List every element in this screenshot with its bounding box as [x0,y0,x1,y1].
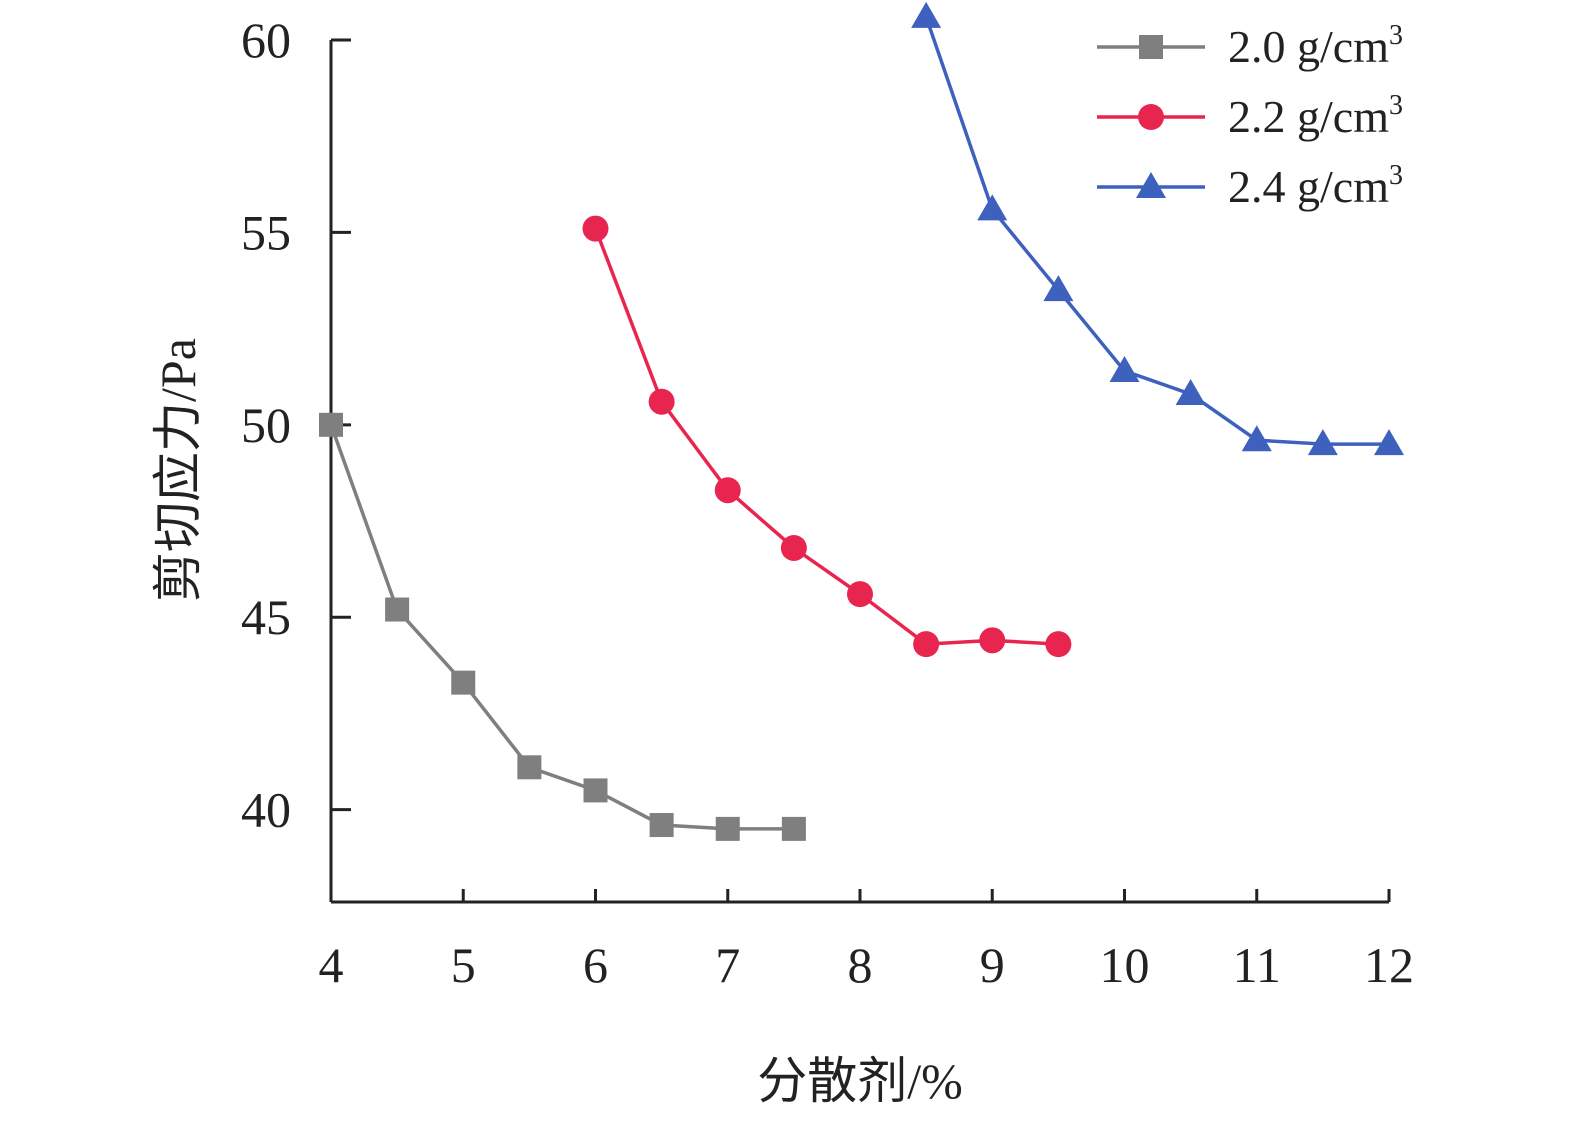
legend-label: 2.2 g/cm3 [1228,90,1403,142]
data-point [715,816,740,841]
legend-entry: 2.0 g/cm3 [1097,20,1403,72]
y-axis-title: 剪切应力/Pa [150,338,206,602]
data-point [781,816,806,841]
legend-marker [1139,35,1163,59]
data-point [977,194,1008,221]
data-point [913,631,940,658]
series-square [319,412,806,841]
x-tick-label: 10 [1100,937,1150,993]
series-layer [319,1,1404,841]
data-point [319,412,343,437]
series-triangle [911,1,1404,456]
x-tick-label: 8 [848,937,873,993]
data-point [582,215,609,242]
x-axis-title: 分散剂/% [757,1053,963,1109]
y-tick-label: 40 [241,782,291,838]
data-point [385,597,410,622]
legend-marker [1136,172,1166,198]
data-point [1175,379,1206,406]
data-point [451,670,476,695]
x-tick-label: 12 [1364,937,1414,993]
x-tick-label: 6 [583,937,608,993]
y-tick-label: 60 [241,12,291,68]
data-point [517,755,542,780]
data-point [780,534,807,561]
data-point [979,627,1006,654]
series-circle [582,215,1072,658]
x-tick-label: 5 [451,937,476,993]
data-point [1307,429,1338,456]
data-point [649,813,674,838]
data-point [911,1,942,28]
x-tick-label: 11 [1233,937,1281,993]
x-tick-label: 4 [319,937,344,993]
legend-label: 2.0 g/cm3 [1228,20,1403,72]
data-point [583,778,608,803]
data-point [1241,425,1272,452]
legend-marker [1138,104,1164,130]
series-line [593,227,1059,646]
data-point [648,388,675,415]
y-tick-label: 55 [241,204,291,260]
x-tick-label: 7 [715,937,740,993]
legend-entry: 2.4 g/cm3 [1097,160,1403,212]
data-point [1374,429,1404,456]
y-tick-label: 50 [241,397,291,453]
data-point [1045,631,1072,658]
series-line [924,16,1389,446]
legend-entry: 2.2 g/cm3 [1097,90,1403,142]
legend: 2.0 g/cm3 2.2 g/cm3 2.4 g/cm3 [1097,20,1403,212]
y-tick-label: 45 [241,589,291,645]
data-point [714,477,741,504]
data-point [1109,355,1140,382]
data-point [1043,275,1074,302]
legend-label: 2.4 g/cm3 [1228,160,1403,212]
x-tick-label: 9 [980,937,1005,993]
data-point [847,581,873,608]
